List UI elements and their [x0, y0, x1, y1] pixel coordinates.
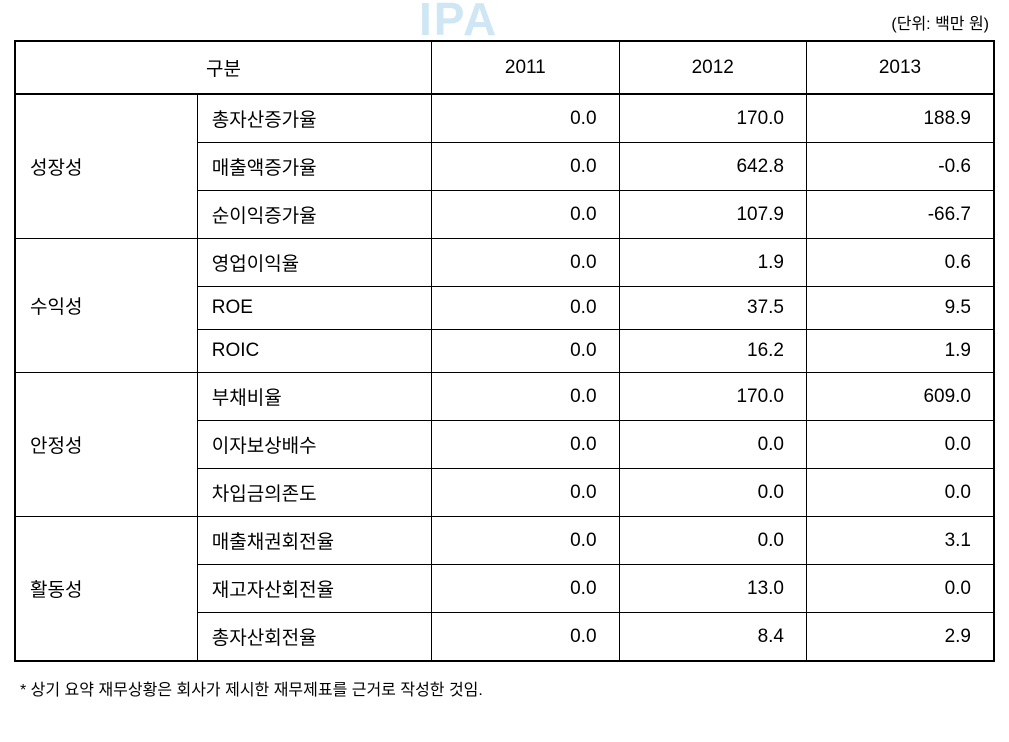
table-header-row: 구분 2011 2012 2013: [15, 41, 994, 94]
metric-cell: 매출채권회전율: [197, 517, 431, 565]
table-body: 성장성총자산증가율0.0170.0188.9매출액증가율0.0642.8-0.6…: [15, 94, 994, 661]
value-cell: 188.9: [806, 94, 994, 143]
financial-ratio-table: 구분 2011 2012 2013 성장성총자산증가율0.0170.0188.9…: [14, 40, 995, 662]
table-row: 수익성영업이익율0.01.90.6: [15, 239, 994, 287]
table-row: 성장성총자산증가율0.0170.0188.9: [15, 94, 994, 143]
value-cell: 8.4: [619, 613, 806, 662]
metric-cell: 매출액증가율: [197, 143, 431, 191]
value-cell: 0.0: [432, 94, 619, 143]
value-cell: 1.9: [619, 239, 806, 287]
value-cell: 0.6: [806, 239, 994, 287]
value-cell: 0.0: [806, 565, 994, 613]
header-year-2012: 2012: [619, 41, 806, 94]
metric-cell: 차입금의존도: [197, 469, 431, 517]
footnote-text: * 상기 요약 재무상황은 회사가 제시한 재무제표를 근거로 작성한 것임.: [14, 676, 995, 700]
value-cell: 0.0: [432, 517, 619, 565]
value-cell: 2.9: [806, 613, 994, 662]
value-cell: -0.6: [806, 143, 994, 191]
category-cell: 성장성: [15, 94, 197, 239]
value-cell: 1.9: [806, 330, 994, 373]
value-cell: 170.0: [619, 94, 806, 143]
table-row: 활동성매출채권회전율0.00.03.1: [15, 517, 994, 565]
value-cell: 0.0: [432, 287, 619, 330]
unit-label: (단위: 백만 원): [14, 10, 995, 34]
value-cell: 0.0: [432, 191, 619, 239]
value-cell: 0.0: [619, 469, 806, 517]
value-cell: 609.0: [806, 373, 994, 421]
value-cell: 37.5: [619, 287, 806, 330]
value-cell: 9.5: [806, 287, 994, 330]
metric-cell: 영업이익율: [197, 239, 431, 287]
value-cell: 0.0: [432, 373, 619, 421]
value-cell: 107.9: [619, 191, 806, 239]
header-gubun: 구분: [15, 41, 432, 94]
value-cell: 13.0: [619, 565, 806, 613]
metric-cell: 재고자산회전율: [197, 565, 431, 613]
metric-cell: 총자산회전율: [197, 613, 431, 662]
value-cell: 0.0: [432, 469, 619, 517]
value-cell: 3.1: [806, 517, 994, 565]
value-cell: 0.0: [806, 469, 994, 517]
header-year-2013: 2013: [806, 41, 994, 94]
value-cell: 0.0: [432, 421, 619, 469]
value-cell: 170.0: [619, 373, 806, 421]
metric-cell: ROIC: [197, 330, 431, 373]
category-cell: 수익성: [15, 239, 197, 373]
value-cell: 0.0: [806, 421, 994, 469]
metric-cell: 총자산증가율: [197, 94, 431, 143]
value-cell: 0.0: [432, 565, 619, 613]
metric-cell: ROE: [197, 287, 431, 330]
value-cell: 0.0: [619, 421, 806, 469]
category-cell: 활동성: [15, 517, 197, 662]
table-row: 안정성부채비율0.0170.0609.0: [15, 373, 994, 421]
value-cell: 0.0: [432, 613, 619, 662]
value-cell: 16.2: [619, 330, 806, 373]
value-cell: 0.0: [619, 517, 806, 565]
metric-cell: 이자보상배수: [197, 421, 431, 469]
value-cell: 642.8: [619, 143, 806, 191]
value-cell: -66.7: [806, 191, 994, 239]
metric-cell: 부채비율: [197, 373, 431, 421]
value-cell: 0.0: [432, 239, 619, 287]
metric-cell: 순이익증가율: [197, 191, 431, 239]
header-year-2011: 2011: [432, 41, 619, 94]
value-cell: 0.0: [432, 143, 619, 191]
value-cell: 0.0: [432, 330, 619, 373]
category-cell: 안정성: [15, 373, 197, 517]
